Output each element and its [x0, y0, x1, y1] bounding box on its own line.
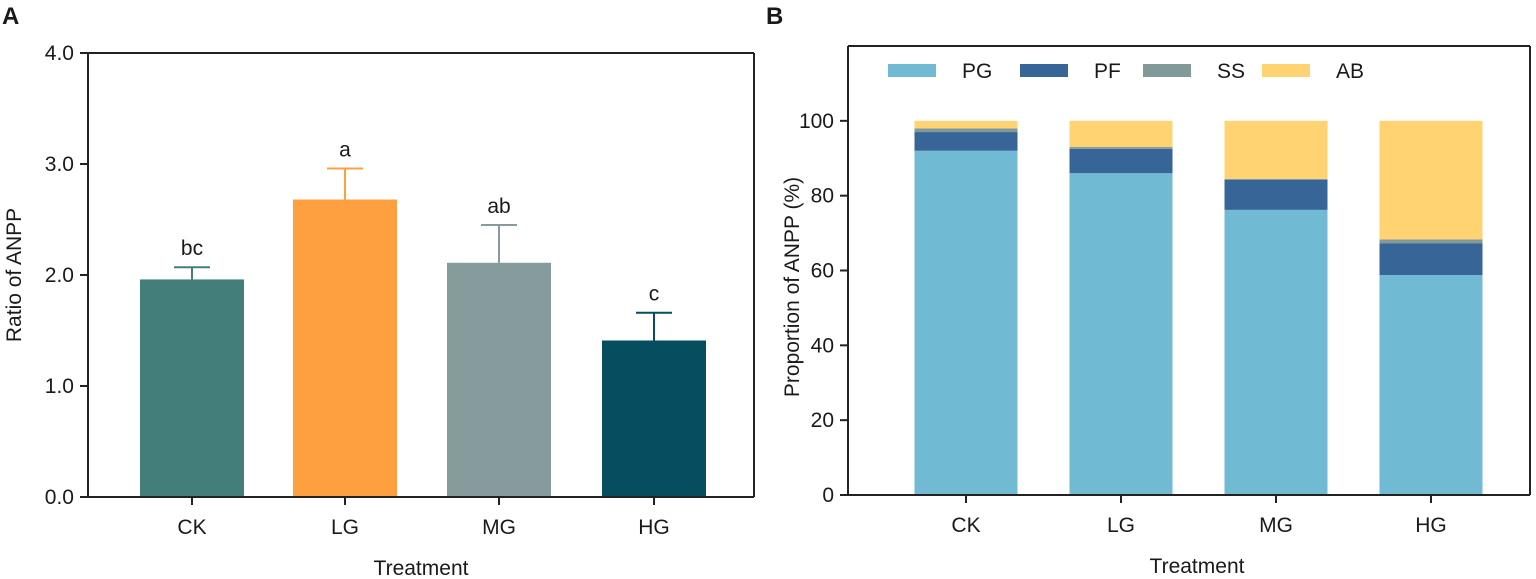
bar-segment-mg-ab — [1224, 120, 1328, 179]
panel-a-significance-labels: bc a ab c — [181, 138, 659, 305]
panel-a-bars — [140, 199, 706, 497]
panel-b-y-axis-title: Proportion of ANPP (%) — [781, 177, 804, 397]
panel-b-bars — [914, 120, 1483, 495]
legend-swatch-ss — [1143, 64, 1191, 77]
panel-a-y-axis-title: Ratio of ANPP — [3, 208, 26, 342]
panel-a-x-axis-title: Treatment — [374, 557, 469, 579]
y-tick-label: 20 — [811, 409, 834, 432]
significance-label-ck: bc — [181, 237, 203, 260]
legend-swatch-pg — [888, 64, 936, 77]
legend-label-pg: PG — [962, 60, 992, 83]
legend-swatch-ab — [1262, 64, 1310, 77]
panel-b-x-axis-title: Treatment — [1150, 555, 1245, 578]
y-tick-label: 0 — [822, 484, 834, 507]
bar-segment-mg-pf — [1224, 179, 1328, 210]
bar-lg — [293, 199, 397, 497]
bar-segment-lg-ab — [1069, 120, 1173, 148]
bar-segment-hg-pg — [1379, 274, 1483, 495]
panel-b: B PG PF SS AB 0 20 40 60 80 100 CK LG MG HG Treatme… — [766, 3, 1531, 578]
panel-a-label: A — [2, 3, 19, 30]
x-tick-label: MG — [482, 516, 516, 539]
legend-label-pf: PF — [1094, 60, 1121, 83]
bar-segment-ck-pf — [914, 132, 1018, 151]
y-tick-label: 100 — [799, 110, 834, 133]
bar-mg — [447, 262, 551, 497]
x-tick-label: HG — [1415, 514, 1447, 537]
legend-item-pf: PF — [1020, 60, 1121, 83]
y-tick-label: 4.0 — [45, 42, 74, 65]
x-tick-label: MG — [1259, 514, 1293, 537]
legend-item-ss: SS — [1143, 60, 1245, 83]
panel-b-x-ticks: CK LG MG HG — [951, 495, 1447, 537]
bar-segment-ck-ss — [914, 128, 1018, 133]
y-tick-label: 80 — [811, 185, 834, 208]
bar-segment-ck-ab — [914, 120, 1018, 129]
panel-a-error-bars — [174, 167, 672, 341]
significance-label-mg: ab — [487, 195, 510, 218]
y-tick-label: 2.0 — [45, 264, 74, 287]
x-tick-label: CK — [177, 516, 206, 539]
panel-b-legend: PG PF SS AB — [888, 60, 1364, 83]
y-tick-label: 0.0 — [45, 486, 74, 509]
bar-hg — [602, 340, 706, 497]
x-tick-label: LG — [331, 516, 359, 539]
panel-a: A bc a ab c 0.0 1.0 2.0 3.0 4.0 CK LG MG HG Treatm… — [2, 3, 755, 579]
y-tick-label: 60 — [811, 260, 834, 283]
legend-label-ss: SS — [1217, 60, 1245, 83]
panel-a-x-ticks: CK LG MG HG — [177, 497, 670, 539]
panel-b-y-ticks: 0 20 40 60 80 100 — [799, 110, 848, 507]
x-tick-label: CK — [951, 514, 980, 537]
legend-item-ab: AB — [1262, 60, 1364, 83]
bar-segment-ck-pg — [914, 150, 1018, 495]
bar-segment-lg-ss — [1069, 147, 1173, 149]
bar-segment-hg-pf — [1379, 243, 1483, 275]
legend-item-pg: PG — [888, 60, 992, 83]
y-tick-label: 1.0 — [45, 375, 74, 398]
bar-ck — [140, 279, 244, 497]
legend-label-ab: AB — [1336, 60, 1364, 83]
y-tick-label: 40 — [811, 334, 834, 357]
bar-segment-hg-ab — [1379, 120, 1483, 240]
panel-a-y-ticks: 0.0 1.0 2.0 3.0 4.0 — [45, 42, 88, 509]
bar-segment-lg-pg — [1069, 173, 1173, 495]
x-tick-label: LG — [1107, 514, 1135, 537]
panel-b-label: B — [766, 3, 783, 30]
x-tick-label: HG — [638, 516, 670, 539]
legend-swatch-pf — [1020, 64, 1068, 77]
y-tick-label: 3.0 — [45, 153, 74, 176]
bar-segment-lg-pf — [1069, 148, 1173, 174]
bar-segment-hg-ss — [1379, 239, 1483, 244]
significance-label-lg: a — [339, 138, 351, 161]
bar-segment-mg-ss — [1224, 178, 1328, 180]
bar-segment-mg-pg — [1224, 209, 1328, 495]
significance-label-hg: c — [649, 283, 660, 306]
